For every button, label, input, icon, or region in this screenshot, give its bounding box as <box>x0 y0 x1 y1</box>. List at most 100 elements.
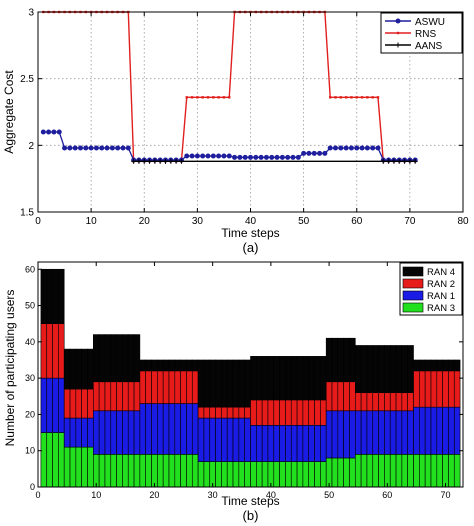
bar-segment-ran-2 <box>93 381 100 412</box>
bar-segment-ran-2 <box>186 370 193 404</box>
bar-segment-ran-3 <box>221 461 228 488</box>
data-point-aswu <box>120 145 126 151</box>
bar-segment-ran-3 <box>343 457 350 488</box>
bar-segment-ran-3 <box>116 454 123 488</box>
bar-segment-ran-1 <box>87 417 94 448</box>
bar-segment-ran-4 <box>325 337 333 383</box>
bar-segment-ran-3 <box>191 454 199 488</box>
bar-segment-ran-1 <box>215 417 222 462</box>
bar-segment-ran-2 <box>197 406 205 419</box>
bar-segment-ran-4 <box>331 337 339 383</box>
bar-segment-ran-4 <box>133 334 141 383</box>
bar-segment-ran-1 <box>285 425 292 462</box>
y-tick-label: 10 <box>25 446 35 456</box>
bar-segment-ran-3 <box>430 454 438 488</box>
bar-segment-ran-1 <box>104 410 112 455</box>
bar-segment-ran-2 <box>58 323 65 379</box>
data-point-aswu <box>237 154 243 160</box>
bar-segment-ran-2 <box>232 406 240 419</box>
data-point-aswu <box>115 145 121 151</box>
bar-segment-ran-3 <box>46 432 53 488</box>
bar-segment-ran-3 <box>52 432 59 488</box>
bar-segment-ran-3 <box>232 461 240 488</box>
bar-segment-ran-4 <box>343 337 350 383</box>
bar-segment-ran-3 <box>325 457 333 488</box>
bar-segment-ran-1 <box>448 406 455 455</box>
y-axis-label-b: Number of participating users <box>3 290 17 447</box>
data-point-aswu <box>311 150 317 156</box>
data-point-aswu <box>194 153 200 159</box>
bar-segment-ran-4 <box>52 268 59 324</box>
data-point-rns <box>228 96 231 99</box>
bar-segment-ran-4 <box>238 359 245 408</box>
bar-segment-ran-1 <box>139 403 147 455</box>
bar-segment-ran-1 <box>110 410 117 455</box>
bar-segment-ran-2 <box>354 392 362 412</box>
bar-segment-ran-3 <box>360 454 368 488</box>
bar-segment-ran-4 <box>285 356 292 401</box>
bar-segment-ran-3 <box>302 461 310 488</box>
bar-segment-ran-4 <box>69 348 77 390</box>
bar-segment-ran-2 <box>215 406 222 419</box>
data-point-aswu <box>210 153 216 159</box>
bars-layer-b <box>40 268 461 488</box>
data-point-aswu <box>370 145 376 151</box>
data-point-aswu <box>274 154 280 160</box>
bar-segment-ran-3 <box>133 454 141 488</box>
bar-segment-ran-4 <box>395 345 403 393</box>
y-tick-label: 2 <box>28 141 34 152</box>
bar-segment-ran-2 <box>290 399 298 426</box>
bar-segment-ran-1 <box>145 403 152 455</box>
bar-segment-ran-4 <box>250 356 257 401</box>
data-point-rns <box>190 96 194 99</box>
data-point-aswu <box>40 129 46 135</box>
data-point-rns <box>185 96 188 99</box>
bar-segment-ran-4 <box>186 359 193 372</box>
data-point-aswu <box>263 154 269 160</box>
bar-segment-ran-4 <box>221 359 228 408</box>
bar-segment-ran-4 <box>40 268 48 324</box>
bar-segment-ran-2 <box>174 370 181 404</box>
bar-segment-ran-2 <box>151 370 158 404</box>
legend-marker-rns <box>396 31 400 35</box>
bar-segment-ran-3 <box>436 454 443 488</box>
bar-segment-ran-2 <box>203 406 211 419</box>
bar-segment-ran-3 <box>197 461 205 488</box>
bar-segment-ran-2 <box>389 392 397 412</box>
bar-segment-ran-2 <box>250 399 257 426</box>
bar-segment-ran-2 <box>110 381 117 412</box>
bar-segment-ran-1 <box>46 377 53 433</box>
bar-segment-ran-2 <box>261 399 269 426</box>
bar-segment-ran-2 <box>180 370 187 404</box>
grid-a <box>38 12 463 212</box>
data-point-aswu <box>295 154 301 160</box>
legend-marker-aswu <box>395 18 401 24</box>
bar-segment-ran-1 <box>127 410 135 455</box>
bar-segment-ran-2 <box>308 399 315 426</box>
bar-segment-ran-3 <box>349 457 356 488</box>
x-tick-label: 40 <box>245 216 257 227</box>
x-tick-label: 70 <box>404 216 416 227</box>
bar-segment-ran-3 <box>157 454 164 488</box>
bar-segment-ran-2 <box>273 399 280 426</box>
bar-segment-ran-2 <box>448 370 455 408</box>
bar-segment-ran-1 <box>98 410 106 455</box>
bar-segment-ran-4 <box>453 359 461 372</box>
data-point-aswu <box>216 153 222 159</box>
bar-segment-ran-1 <box>349 410 356 459</box>
bar-segment-ran-4 <box>372 345 379 393</box>
data-point-aswu <box>67 145 73 151</box>
y-tick-label: 50 <box>25 301 35 311</box>
data-point-aswu <box>62 145 68 151</box>
data-point-rns <box>222 96 226 99</box>
bar-segment-ran-3 <box>104 454 112 488</box>
bar-segment-ran-1 <box>93 410 100 455</box>
data-point-aswu <box>46 129 52 135</box>
x-tick-label: 0 <box>35 490 40 500</box>
bar-segment-ran-4 <box>75 348 82 390</box>
bar-segment-ran-4 <box>279 356 286 401</box>
bar-segment-ran-3 <box>168 454 176 488</box>
bar-segment-ran-3 <box>162 454 170 488</box>
bar-segment-ran-2 <box>395 392 403 412</box>
